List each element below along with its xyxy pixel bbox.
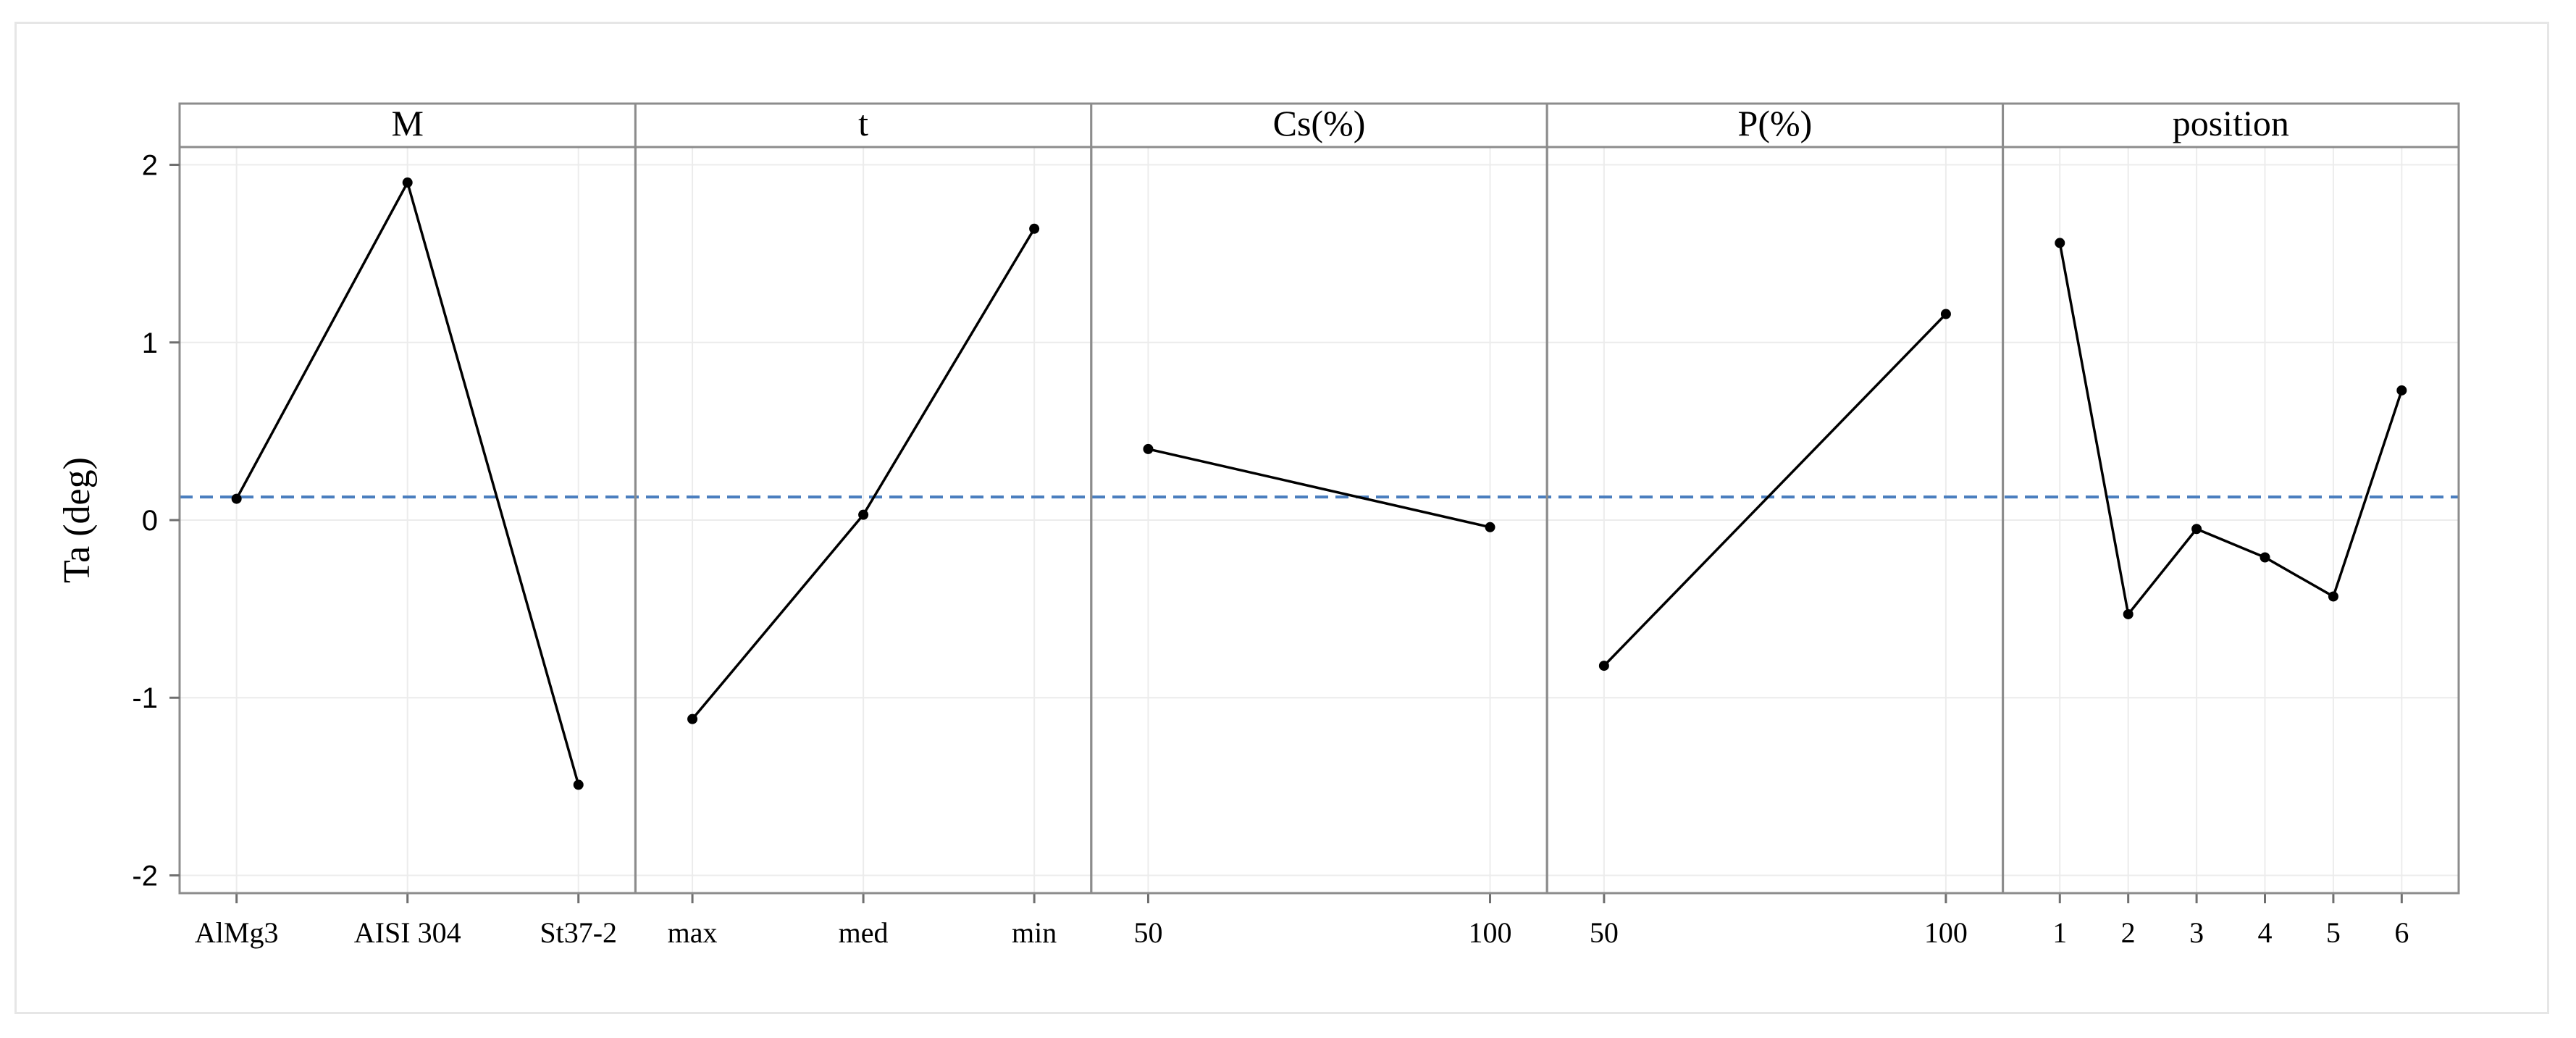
data-point <box>2055 238 2065 248</box>
panel-strip <box>178 102 637 148</box>
data-point <box>573 779 584 790</box>
data-point <box>858 509 869 520</box>
panel-border <box>2002 146 2460 895</box>
data-point <box>2260 552 2270 563</box>
x-tick-label: max <box>668 916 718 949</box>
data-point <box>2123 608 2134 619</box>
x-tick-label: 3 <box>2189 916 2204 949</box>
y-tick-label: -2 <box>132 860 158 892</box>
x-tick-label: 100 <box>1924 916 1968 949</box>
x-tick-label: med <box>839 916 889 949</box>
x-tick-label: 50 <box>1590 916 1619 949</box>
x-tick-label: 6 <box>2394 916 2409 949</box>
panel-title: position <box>2173 103 2289 143</box>
series-line-position <box>2058 243 2403 618</box>
series-line-Cs(%) <box>1148 448 1490 529</box>
x-tick-label: 4 <box>2258 916 2273 949</box>
y-tick-label: 1 <box>142 327 158 359</box>
y-tick-label: 0 <box>142 505 158 537</box>
series-line-P(%) <box>1603 313 1947 667</box>
data-point <box>1143 443 1154 454</box>
x-tick-label: AlMg3 <box>195 916 279 949</box>
y-tick-label: -1 <box>132 682 158 714</box>
panel-strip <box>1090 102 1548 148</box>
x-tick-label: 2 <box>2121 916 2136 949</box>
panel-title: t <box>858 103 868 143</box>
chart-frame: M AlMg3 AISI 304 St37-2 t max med min Cs(%) 50 100… <box>14 22 2549 1014</box>
data-point <box>2328 591 2338 602</box>
data-point <box>402 177 413 188</box>
data-point <box>1940 309 1951 319</box>
x-tick-label: AISI 304 <box>354 916 461 949</box>
data-point <box>1485 522 1495 532</box>
x-tick-label: 100 <box>1469 916 1512 949</box>
x-tick-label: 1 <box>2052 916 2067 949</box>
data-point <box>2191 524 2202 535</box>
panel-title: P(%) <box>1738 103 1813 143</box>
data-point <box>687 713 698 724</box>
panel-title: Cs(%) <box>1273 103 1366 143</box>
panel-title: M <box>391 103 423 143</box>
data-point <box>1598 661 1609 671</box>
y-tick-label: 2 <box>142 150 158 182</box>
x-tick-label: 5 <box>2326 916 2341 949</box>
y-axis-label: Ta (deg) <box>56 457 98 583</box>
x-tick-label: min <box>1012 916 1057 949</box>
x-tick-label: 50 <box>1133 916 1162 949</box>
x-tick-label: St37-2 <box>540 916 617 949</box>
data-point <box>1029 223 1040 234</box>
data-point <box>2396 385 2407 395</box>
data-point <box>231 493 242 504</box>
